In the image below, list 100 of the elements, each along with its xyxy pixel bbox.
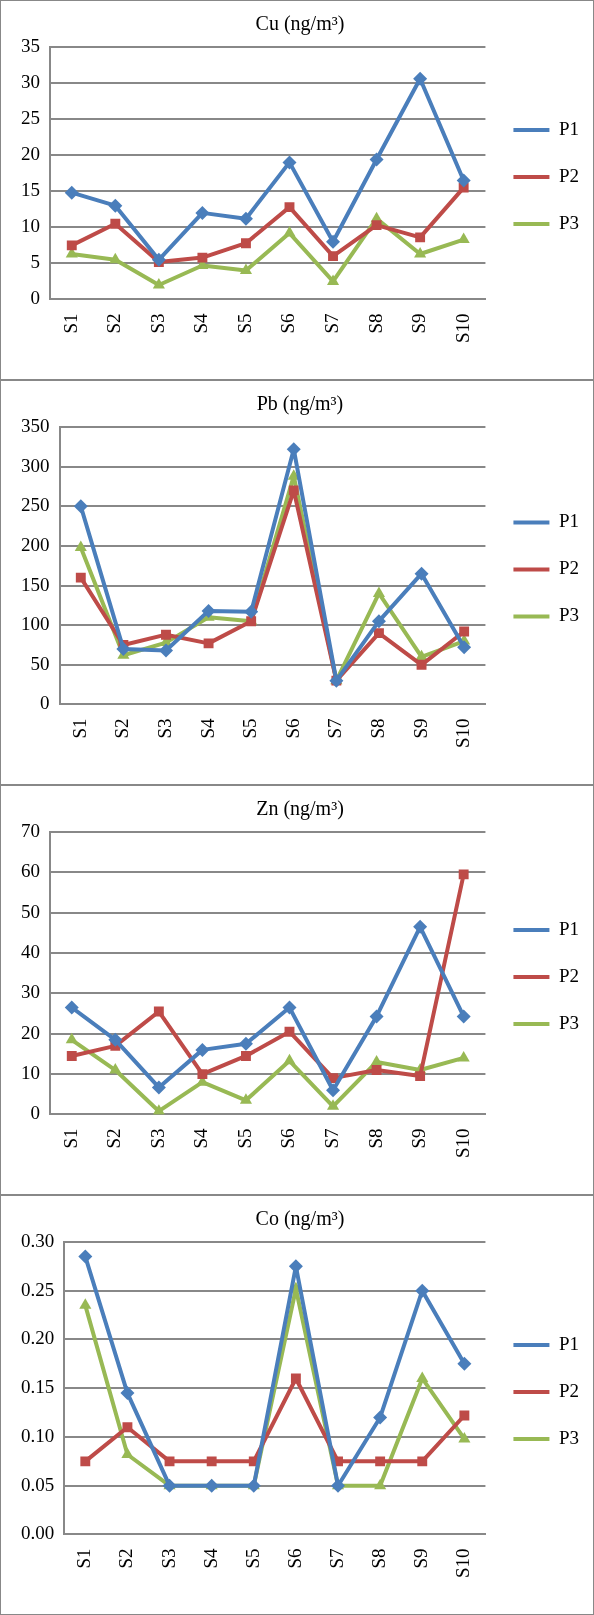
x-tick-label: S10	[452, 718, 474, 749]
point	[457, 1356, 472, 1371]
point	[65, 1032, 78, 1044]
point	[371, 220, 382, 231]
x-tick-label: S9	[408, 1128, 430, 1149]
point	[74, 540, 87, 551]
x-tick-label: S8	[368, 1548, 390, 1569]
point	[121, 1447, 134, 1458]
point	[78, 1249, 93, 1264]
point	[195, 205, 210, 220]
y-tick-label: 0.15	[21, 1376, 55, 1398]
point	[415, 1283, 430, 1298]
x-tick-label: S4	[196, 717, 218, 739]
point	[80, 1456, 91, 1467]
point	[109, 1063, 122, 1074]
point	[66, 240, 77, 251]
point	[374, 628, 384, 639]
chart-title: Cu (ng/m³)	[255, 12, 345, 36]
y-tick-label: 0.30	[21, 1229, 55, 1251]
x-tick-label: S5	[233, 1128, 255, 1149]
y-tick-label: 0.25	[21, 1278, 55, 1300]
x-tick-label: S4	[199, 1547, 221, 1569]
x-tick-label: S7	[321, 313, 343, 334]
y-tick-label: 30	[21, 981, 40, 1003]
y-tick-label: 30	[21, 71, 40, 93]
point	[283, 1053, 296, 1065]
point	[415, 1071, 426, 1082]
y-tick-label: 0.05	[21, 1473, 55, 1495]
legend-label: P1	[558, 1332, 580, 1354]
point	[416, 1371, 429, 1382]
point	[244, 604, 259, 619]
x-tick-label: S6	[281, 718, 303, 739]
point	[108, 1032, 123, 1047]
y-tick-label: 0	[30, 287, 40, 309]
point	[120, 1386, 135, 1401]
point	[458, 869, 469, 880]
point	[458, 1431, 471, 1443]
point	[326, 1083, 341, 1098]
point	[372, 586, 386, 597]
y-tick-label: 5	[30, 251, 40, 273]
point	[151, 1080, 166, 1095]
x-tick-label: S10	[452, 1548, 474, 1579]
y-tick-label: 70	[21, 819, 40, 841]
x-tick-label: S3	[153, 718, 175, 739]
y-tick-label: 50	[30, 652, 50, 674]
y-tick-label: 300	[21, 454, 50, 476]
point	[326, 1099, 340, 1110]
y-tick-label: 40	[21, 941, 40, 963]
x-tick-label: S9	[408, 313, 430, 334]
x-tick-label: S7	[324, 718, 346, 739]
legend-label: P2	[558, 964, 580, 986]
x-tick-label: S8	[364, 1128, 386, 1149]
x-tick-label: S2	[115, 1548, 137, 1569]
x-tick-label: S6	[277, 313, 299, 334]
x-tick-label: S7	[321, 1128, 343, 1149]
x-tick-label: S10	[451, 313, 473, 344]
x-tick-label: S6	[283, 1548, 305, 1569]
point	[326, 274, 340, 285]
x-tick-label: S2	[111, 718, 133, 739]
point	[414, 247, 427, 258]
point	[79, 1298, 92, 1309]
y-tick-label: 150	[21, 573, 50, 595]
point	[116, 641, 131, 656]
legend-label: P2	[558, 557, 580, 579]
point	[161, 629, 171, 640]
point	[374, 1478, 387, 1490]
legend-label: P2	[558, 164, 580, 186]
y-tick-label: 350	[21, 414, 50, 436]
legend-label: P1	[558, 917, 580, 939]
y-tick-label: 60	[21, 860, 40, 882]
y-tick-label: 10	[21, 215, 40, 237]
point	[73, 499, 88, 514]
point	[373, 1410, 388, 1425]
y-tick-label: 15	[21, 179, 40, 201]
y-tick-label: 20	[21, 143, 40, 165]
point	[416, 659, 427, 670]
x-tick-label: S5	[233, 313, 255, 334]
point	[164, 1456, 175, 1467]
chart-title: Co (ng/m³)	[255, 1207, 345, 1231]
point	[290, 1373, 301, 1384]
point	[283, 226, 296, 237]
point	[64, 1000, 79, 1015]
point	[288, 485, 299, 496]
point	[108, 198, 123, 213]
legend-label: P3	[558, 1011, 580, 1033]
y-tick-label: 0	[30, 1102, 40, 1124]
x-tick-label: S1	[59, 313, 81, 334]
chart-title: Zn (ng/m³)	[256, 797, 344, 821]
point	[284, 1026, 295, 1037]
point	[239, 1093, 253, 1104]
y-tick-label: 100	[21, 613, 50, 635]
point	[457, 1050, 470, 1062]
point	[122, 1422, 133, 1433]
x-tick-label: S7	[326, 1548, 347, 1569]
point	[239, 263, 253, 275]
x-tick-label: S8	[366, 718, 388, 739]
point	[328, 251, 338, 262]
y-tick-label: 25	[21, 107, 40, 129]
point	[456, 173, 471, 188]
y-tick-label: 0.10	[21, 1424, 55, 1446]
